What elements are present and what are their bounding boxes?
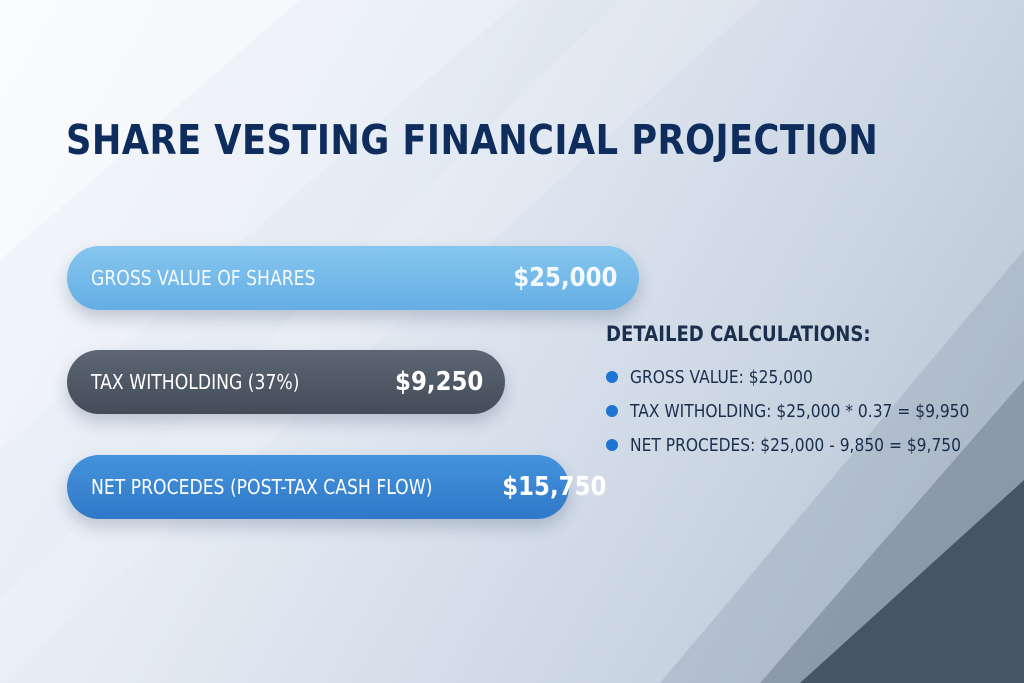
calculations-list: GROSS VALUE: $25,000 TAX WITHOLDING: $25… — [606, 360, 1024, 462]
bullet-dot-icon — [606, 405, 618, 417]
calculation-tax-text: TAX WITHOLDING: $25,000 * 0.37 = $9,950 — [630, 400, 970, 422]
net-proceeds-amount: $15,750 — [502, 472, 607, 502]
gross-value-amount: $25,000 — [512, 263, 617, 293]
calculation-gross-text: GROSS VALUE: $25,000 — [630, 366, 813, 388]
tax-withholding-amount: $9,250 — [394, 367, 483, 397]
net-proceeds-label: NET PROCEDES (POST-TAX CASH FLOW) — [91, 475, 433, 499]
calculations-heading: DETAILED CALCULATIONS: — [606, 322, 871, 346]
net-proceeds-bar: NET PROCEDES (POST-TAX CASH FLOW) $15,75… — [67, 455, 606, 519]
gross-value-bar: GROSS VALUE OF SHARES $25,000 — [67, 246, 639, 310]
bullet-dot-icon — [606, 371, 618, 383]
tax-withholding-label: TAX WITHOLDING (37%) — [91, 370, 300, 394]
tax-withholding-bar: TAX WITHOLDING (37%) $9,250 — [67, 350, 505, 414]
list-item: NET PROCEDES: $25,000 - 9,850 = $9,750 — [606, 428, 1024, 462]
detailed-calculations-panel: DETAILED CALCULATIONS: GROSS VALUE: $25,… — [606, 322, 1024, 462]
bullet-dot-icon — [606, 439, 618, 451]
page-title: SHARE VESTING FINANCIAL PROJECTION — [66, 116, 879, 164]
list-item: GROSS VALUE: $25,000 — [606, 360, 1024, 394]
gross-value-label: GROSS VALUE OF SHARES — [91, 266, 316, 290]
calculation-net-text: NET PROCEDES: $25,000 - 9,850 = $9,750 — [630, 434, 962, 456]
list-item: TAX WITHOLDING: $25,000 * 0.37 = $9,950 — [606, 394, 1024, 428]
